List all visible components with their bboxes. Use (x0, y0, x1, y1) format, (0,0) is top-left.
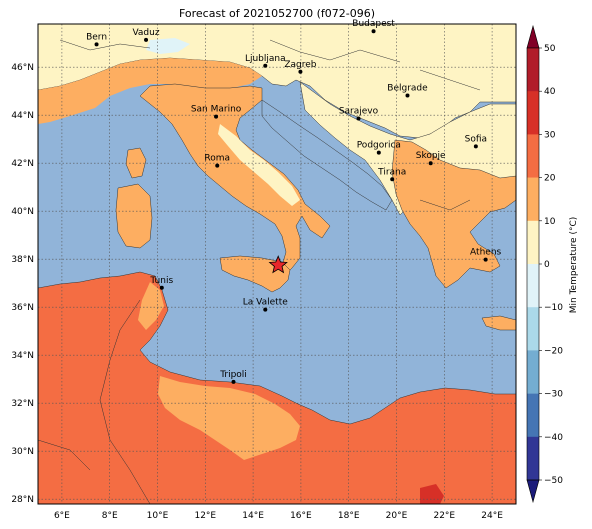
city-dot (231, 379, 236, 384)
lon-tick-label: 6°E (54, 511, 70, 521)
colorbar-tick-label: −20 (544, 346, 563, 356)
city-dot (356, 116, 361, 121)
city-dot (371, 29, 376, 34)
lat-tick-label: 40°N (11, 207, 34, 217)
italy-cool-ridge (218, 124, 300, 206)
city-label: Podgorica (357, 141, 401, 151)
colorbar-extend-top (526, 24, 540, 49)
city-label: San Marino (191, 105, 242, 115)
colorbar-tick-label: −10 (544, 303, 563, 313)
city-label: Zagreb (284, 60, 316, 70)
lat-tick-label: 30°N (11, 447, 34, 457)
europe-warm-band (38, 58, 262, 124)
colorbar-tick-label: 0 (544, 260, 550, 270)
colorbar-band (527, 436, 539, 481)
lon-tick-label: 10°E (147, 511, 169, 521)
lat-tick-label: 38°N (11, 255, 34, 265)
italy-warm-land (139, 83, 331, 277)
city-dot (159, 285, 164, 290)
colorbar-band (527, 393, 539, 438)
crete-land (481, 315, 516, 331)
sardinia-land (115, 183, 153, 249)
city-dot (473, 144, 478, 149)
borders (38, 39, 481, 504)
city-dot (298, 69, 303, 74)
city-label: Tripoli (219, 370, 247, 380)
colorbar-tick-label: 50 (544, 44, 556, 54)
colorbar-label: Min Temperature (°C) (569, 217, 579, 314)
city-dot (214, 114, 219, 119)
colorbar-band (527, 307, 539, 351)
alpine-cold-patch (146, 38, 190, 54)
lat-tick-label: 28°N (11, 495, 34, 505)
greece-warm-land (391, 139, 516, 289)
city-dot (376, 150, 381, 155)
city-dot (390, 177, 395, 182)
longitude-labels: 6°E 8°E 10°E 12°E 14°E 16°E 18°E 20°E 22°E 24°E (54, 511, 503, 521)
lon-tick-label: 24°E (481, 511, 503, 521)
city-dot (428, 161, 433, 166)
city-dot (94, 42, 99, 47)
colorbar-tick-label: −30 (544, 390, 563, 400)
lon-tick-label: 22°E (433, 511, 455, 521)
city-label: Roma (204, 154, 230, 164)
colorbar-tick-label: 20 (544, 174, 556, 184)
lat-tick-label: 34°N (11, 351, 34, 361)
lon-tick-label: 12°E (194, 511, 216, 521)
city-label: Tirana (377, 167, 406, 177)
city-label: Sofia (465, 134, 487, 144)
colorbar-band (527, 134, 539, 178)
city-label: Bern (86, 32, 107, 42)
lat-tick-label: 36°N (11, 303, 34, 313)
lon-tick-label: 14°E (242, 511, 264, 521)
lat-tick-label: 42°N (11, 159, 34, 169)
city-label: Belgrade (387, 84, 428, 94)
north-africa-warm-band (158, 376, 300, 460)
lon-tick-label: 20°E (386, 511, 408, 521)
lon-tick-label: 8°E (102, 511, 118, 521)
colorbar: 50 40 30 20 10 0 −10 −20 −30 −40 −50 (526, 24, 563, 504)
map-frame (37, 23, 517, 505)
city-dot (215, 163, 220, 168)
lon-tick-label: 16°E (290, 511, 312, 521)
colorbar-band (527, 48, 539, 92)
city-label: Athens (470, 248, 501, 258)
map-title: Forecast of 2021052700 (f072-096) (178, 7, 376, 20)
lat-tick-label: 44°N (11, 111, 34, 121)
location-star-icon (268, 255, 288, 274)
colorbar-band (527, 220, 539, 265)
colorbar-band (527, 177, 539, 222)
latitude-labels: 46°N 44°N 42°N 40°N 38°N 36°N 34°N 32°N 30°N 28°N (11, 63, 34, 505)
colorbar-extend-bottom (526, 479, 540, 504)
city-label: Budapest (352, 19, 395, 29)
city-label: La Valette (243, 298, 288, 308)
colorbar-tick-label: 30 (544, 130, 556, 140)
lon-tick-label: 18°E (338, 511, 360, 521)
city-dot (405, 93, 410, 98)
colorbar-tick-label: 40 (544, 87, 556, 97)
city-dot (483, 257, 488, 262)
city-label: Tunis (149, 276, 173, 286)
city-dot (263, 307, 268, 312)
north-africa-hot-land (38, 271, 516, 504)
colorbar-band (527, 350, 539, 394)
colorbar-tick-label: −50 (544, 476, 563, 486)
city-label: Ljubljana (245, 54, 286, 64)
city-label: Vaduz (132, 28, 159, 38)
colorbar-band (527, 91, 539, 135)
lat-tick-label: 32°N (11, 399, 34, 409)
city-dot (263, 63, 268, 68)
city-label: Sarajevo (339, 107, 379, 117)
colorbar-band (527, 264, 539, 308)
city-label: Skopje (416, 151, 446, 161)
adriatic-sea (261, 99, 393, 211)
lat-tick-label: 46°N (11, 63, 34, 73)
colorbar-tick-label: −40 (544, 433, 563, 443)
colorbar-tick-label: 10 (544, 217, 556, 227)
city-dot (144, 37, 149, 42)
